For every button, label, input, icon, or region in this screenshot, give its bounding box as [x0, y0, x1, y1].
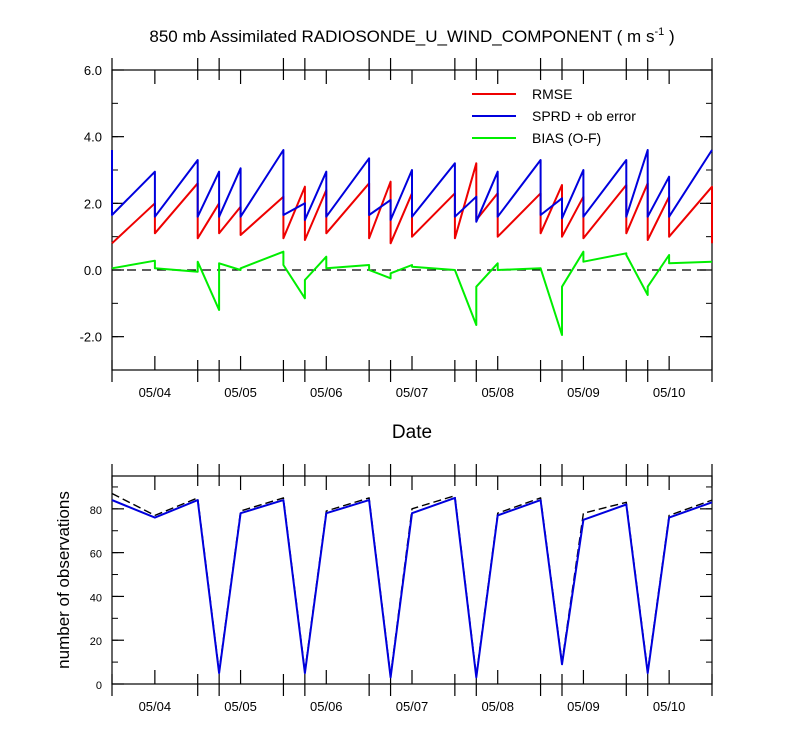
top-y-tick-label: 4.0: [84, 130, 102, 145]
top-x-tick-label: 05/05: [224, 385, 257, 400]
bottom-series: [111, 492, 713, 679]
top-x-tick-label: 05/06: [310, 385, 343, 400]
top-series-sprd-ob-error: [111, 149, 713, 223]
legend-label-sprd-ob-error: SPRD + ob error: [532, 108, 636, 124]
top-y-tick-label: -2.0: [80, 330, 102, 345]
bottom-x-tick-label: 05/07: [396, 699, 429, 714]
bottom-x-tick-label: 05/06: [310, 699, 343, 714]
legend-label-rmse: RMSE: [532, 86, 572, 102]
bottom-y-tick-label: 80: [90, 505, 102, 517]
top-x-tick-label: 05/07: [396, 385, 429, 400]
bottom-series-possible-observations: [111, 492, 713, 676]
top-x-tick-label: 05/09: [567, 385, 600, 400]
y-axis-label-observations: number of observations: [54, 491, 73, 669]
x-axis-label: Date: [392, 422, 432, 443]
top-plot: 05/04 05/05 05/06 05/07 05/08 05/09 05/10 -2.0…: [80, 58, 713, 400]
top-y-tick-label: 0.0: [84, 263, 102, 278]
top-x-tick-label: 05/08: [481, 385, 514, 400]
legend-label-bias-o-f: BIAS (O-F): [532, 130, 601, 146]
top-y-tick-label: 6.0: [84, 63, 102, 78]
chart-title-text: 850 mb Assimilated RADIOSONDE_U_WIND_COM…: [149, 27, 654, 46]
top-x-ticks: 05/04 05/05 05/06 05/07 05/08 05/09 05/10: [111, 58, 713, 400]
bottom-plot: 05/04 05/05 05/06 05/07 05/08 05/09 05/10 0 20 4…: [90, 464, 713, 714]
bottom-plot-frame: [111, 475, 713, 685]
bottom-y-tick-label: 40: [90, 592, 102, 604]
chart-title-suffix: ): [664, 27, 674, 46]
chart-title: 850 mb Assimilated RADIOSONDE_U_WIND_COM…: [149, 26, 674, 46]
bottom-x-tick-label: 05/08: [481, 699, 514, 714]
top-series: [111, 149, 713, 336]
top-x-tick-label: 05/04: [139, 385, 172, 400]
chart-title-exponent: -1: [654, 26, 664, 38]
bottom-series-assimilated-observations: [111, 496, 713, 679]
bottom-y-tick-label: 20: [90, 636, 102, 648]
bottom-y-ticks: 0 20 40 60 80: [90, 486, 712, 692]
bottom-x-tick-label: 05/04: [139, 699, 172, 714]
bottom-y-tick-label: 0: [96, 680, 102, 692]
legend: RMSE SPRD + ob error BIAS (O-F): [472, 86, 636, 146]
bottom-x-tick-label: 05/10: [653, 699, 686, 714]
bottom-x-tick-label: 05/09: [567, 699, 600, 714]
bottom-y-tick-label: 60: [90, 549, 102, 561]
bottom-x-ticks: 05/04 05/05 05/06 05/07 05/08 05/09 05/10: [111, 464, 713, 714]
top-series-bias-o-f: [111, 250, 713, 336]
top-x-tick-label: 05/10: [653, 385, 686, 400]
top-y-tick-label: 2.0: [84, 196, 102, 211]
bottom-x-tick-label: 05/05: [224, 699, 257, 714]
